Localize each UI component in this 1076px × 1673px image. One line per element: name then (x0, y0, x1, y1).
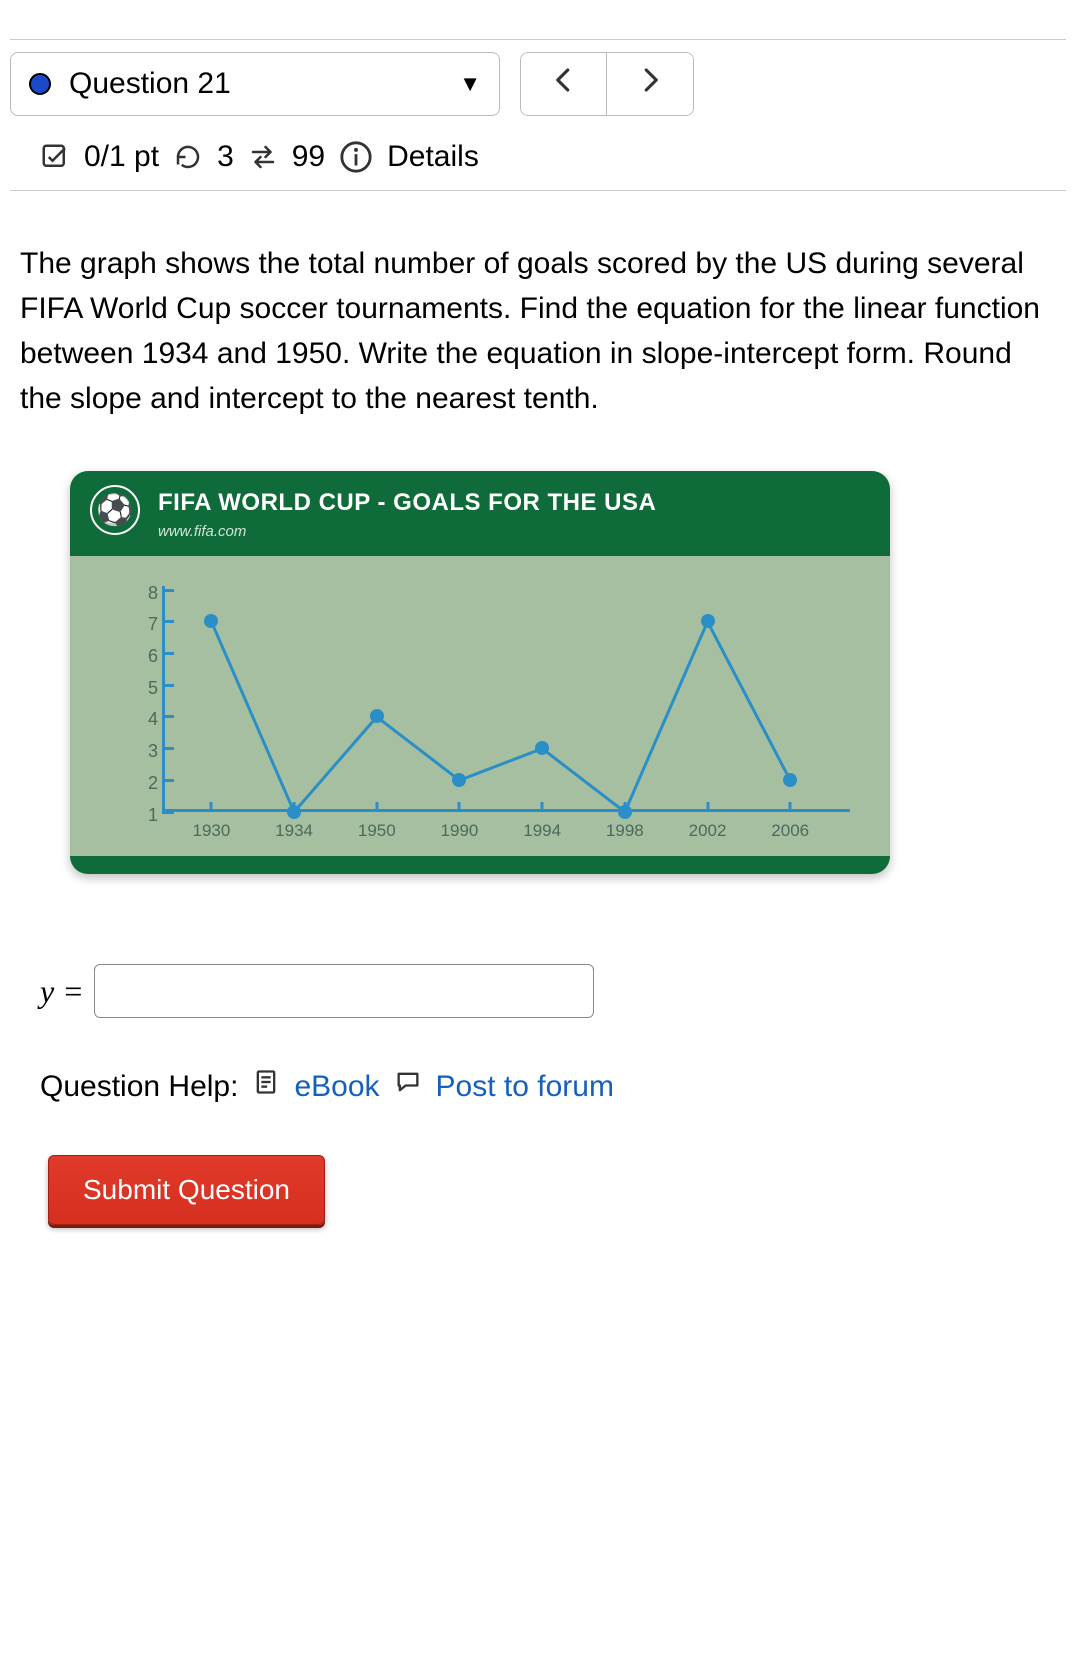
question-meta-row: 0/1 pt 3 99 Details (10, 128, 1066, 191)
comment-icon (394, 1064, 422, 1109)
chart-point (370, 709, 384, 723)
chart-line (110, 586, 850, 846)
question-body: The graph shows the total number of goal… (0, 191, 1076, 1245)
ebook-link[interactable]: eBook (294, 1064, 379, 1109)
prev-next-group (520, 52, 694, 116)
chart-point (452, 773, 466, 787)
chart-plot: 1234567819301934195019901994199820022006 (110, 586, 850, 846)
soccer-ball-icon: ⚽ (90, 485, 140, 535)
chart-point (701, 614, 715, 628)
ebook-icon (252, 1064, 280, 1109)
chart-point (535, 741, 549, 755)
chart-point (287, 805, 301, 819)
chevron-right-icon (635, 65, 665, 95)
retry-icon (173, 142, 203, 172)
chart-point (204, 614, 218, 628)
question-selector[interactable]: Question 21 ▼ (10, 52, 500, 116)
chart-body: 1234567819301934195019901994199820022006 (70, 556, 890, 856)
answer-row: y = (40, 964, 1056, 1018)
help-label: Question Help: (40, 1064, 238, 1109)
answer-input[interactable] (94, 964, 594, 1018)
question-nav-row: Question 21 ▼ (0, 40, 1076, 128)
answer-prefix: y = (40, 967, 84, 1015)
swap-icon (248, 142, 278, 172)
score-text: 0/1 pt (84, 140, 159, 174)
next-button[interactable] (607, 53, 693, 115)
chart-footer (70, 856, 890, 874)
help-row: Question Help: eBook Post to forum (40, 1064, 1056, 1109)
prev-button[interactable] (521, 53, 607, 115)
attempts-left: 3 (217, 140, 234, 174)
chart-point (618, 805, 632, 819)
chart-point (783, 773, 797, 787)
forum-link[interactable]: Post to forum (436, 1064, 614, 1109)
chevron-left-icon (549, 65, 579, 95)
details-link[interactable]: Details (387, 140, 479, 174)
chevron-down-icon: ▼ (459, 71, 481, 97)
question-prompt: The graph shows the total number of goal… (20, 241, 1056, 421)
chart-title: FIFA WORLD CUP - GOALS FOR THE USA (158, 485, 656, 521)
info-icon[interactable] (339, 140, 373, 174)
status-dot-icon (29, 73, 51, 95)
checkbox-icon (40, 142, 70, 172)
chart-subtitle: www.fifa.com (158, 521, 656, 544)
submit-button[interactable]: Submit Question (48, 1155, 325, 1225)
reattempts: 99 (292, 140, 325, 174)
chart-card: ⚽ FIFA WORLD CUP - GOALS FOR THE USA www… (70, 471, 890, 874)
question-label: Question 21 (69, 67, 231, 101)
chart-header: ⚽ FIFA WORLD CUP - GOALS FOR THE USA www… (70, 471, 890, 556)
